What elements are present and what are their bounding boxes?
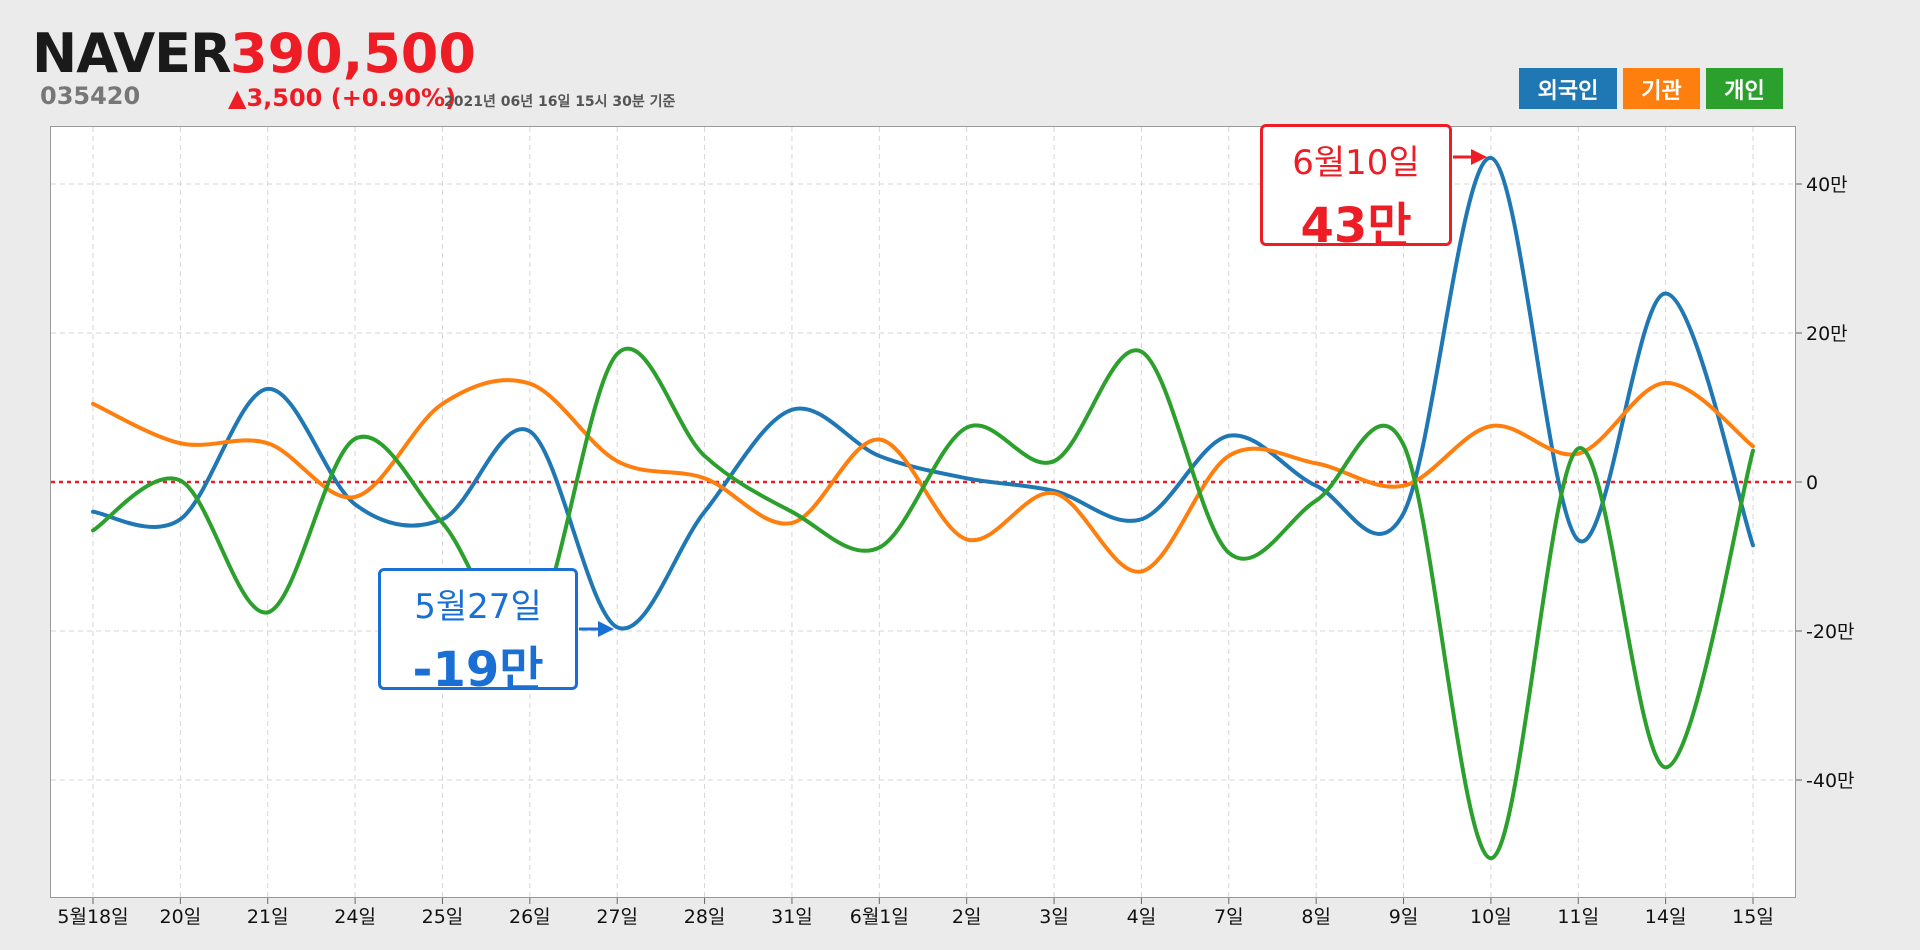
x-tick-label: 10일	[1470, 906, 1512, 928]
price-change: ▲3,500 (+0.90%)	[228, 84, 457, 112]
as-of-timestamp: 2021년 06년 16일 15시 30분 기준	[444, 94, 676, 110]
tick-layer: 40만 20만 0 -20만 -40만 5월18일 20일 21일 24일 25일 26일 27일 28…	[57, 174, 1854, 928]
x-tick-label: 9일	[1389, 906, 1419, 928]
x-tick-label: 27일	[596, 906, 638, 928]
x-tick-label: 8일	[1301, 906, 1331, 928]
y-tick-label: -20만	[1806, 621, 1855, 643]
grid-layer	[51, 127, 1795, 897]
y-tick-label: -40만	[1806, 770, 1855, 792]
arrow-layer	[579, 149, 1487, 637]
y-tick-label: 0	[1806, 472, 1818, 494]
x-tick-label: 7일	[1214, 906, 1244, 928]
callout-min-date: 5월27일	[414, 587, 542, 627]
y-tick-label: 40만	[1806, 174, 1848, 196]
x-tick-label: 2일	[952, 906, 982, 928]
current-price: 390,500	[230, 22, 476, 85]
series-line-individual	[91, 346, 1755, 861]
x-tick-label: 21일	[247, 906, 289, 928]
series-layer	[91, 155, 1755, 861]
callout-min-value: -19만	[412, 642, 544, 698]
series-line-institution	[91, 378, 1755, 574]
x-tick-label: 26일	[509, 906, 551, 928]
callout-max-arrow-head	[1471, 149, 1487, 165]
callout-max-date: 6월10일	[1292, 143, 1420, 183]
plot-area	[50, 126, 1796, 898]
series-line-foreign	[91, 155, 1755, 631]
legend-item-foreign[interactable]: 외국인	[1519, 68, 1617, 109]
x-tick-label: 20일	[160, 906, 202, 928]
chart-legend: 외국인 기관 개인	[1519, 68, 1783, 109]
callout-max-foreign: 6월10일 43만	[1260, 124, 1452, 254]
callout-max-value: 43만	[1300, 198, 1412, 254]
legend-item-institution[interactable]: 기관	[1623, 68, 1700, 109]
x-tick-label: 6월1일	[850, 906, 909, 928]
x-tick-label: 4일	[1127, 906, 1157, 928]
y-tick-label: 20만	[1806, 323, 1848, 345]
stock-code: 035420	[40, 82, 141, 110]
stock-name: NAVER	[32, 22, 232, 85]
x-tick-label: 24일	[334, 906, 376, 928]
x-tick-label: 3일	[1039, 906, 1069, 928]
x-tick-label: 31일	[771, 906, 813, 928]
x-tick-label: 11일	[1557, 906, 1599, 928]
x-tick-label: 15일	[1732, 906, 1774, 928]
x-tick-label: 14일	[1645, 906, 1687, 928]
callout-min-arrow-head	[598, 621, 614, 637]
x-tick-label: 5월18일	[57, 906, 128, 928]
x-tick-label: 25일	[422, 906, 464, 928]
legend-item-individual[interactable]: 개인	[1706, 68, 1783, 109]
x-tick-label: 28일	[684, 906, 726, 928]
callout-min-foreign: 5월27일 -19만	[378, 568, 578, 698]
